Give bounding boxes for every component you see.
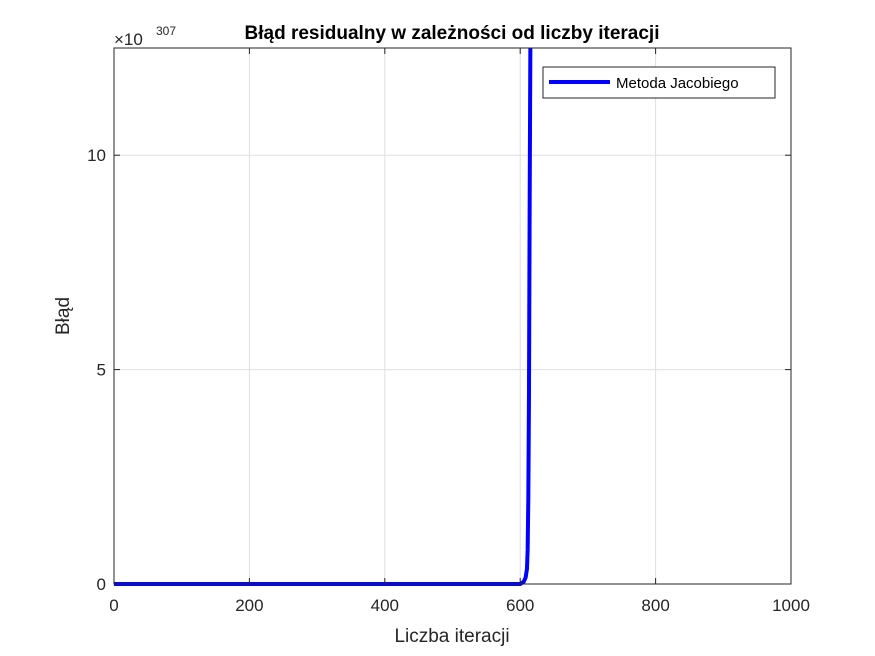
y-axis-label: Błąd xyxy=(53,297,74,335)
y-exponent-base: ×10 xyxy=(114,30,143,49)
legend-label: Metoda Jacobiego xyxy=(616,75,739,92)
x-tick-label: 400 xyxy=(371,596,399,615)
x-tick-label: 1000 xyxy=(772,596,810,615)
axes-box xyxy=(113,47,792,585)
plot-area xyxy=(114,48,791,584)
y-tick-label: 0 xyxy=(97,575,106,594)
y-exponent-power: 307 xyxy=(156,24,176,38)
x-tick-label: 200 xyxy=(235,596,263,615)
y-tick-label: 10 xyxy=(87,146,106,165)
chart-title: Błąd residualny w zależności od liczby i… xyxy=(245,23,660,44)
y-tick-label: 5 xyxy=(97,361,106,380)
x-axis-label: Liczba iteracji xyxy=(394,626,509,647)
legend: Metoda Jacobiego xyxy=(542,66,776,99)
ticks: 0 200 400 600 800 1000 0 5 10 xyxy=(87,48,810,615)
x-tick-label: 0 xyxy=(109,596,118,615)
x-tick-label: 800 xyxy=(641,596,669,615)
x-tick-label: 600 xyxy=(506,596,534,615)
